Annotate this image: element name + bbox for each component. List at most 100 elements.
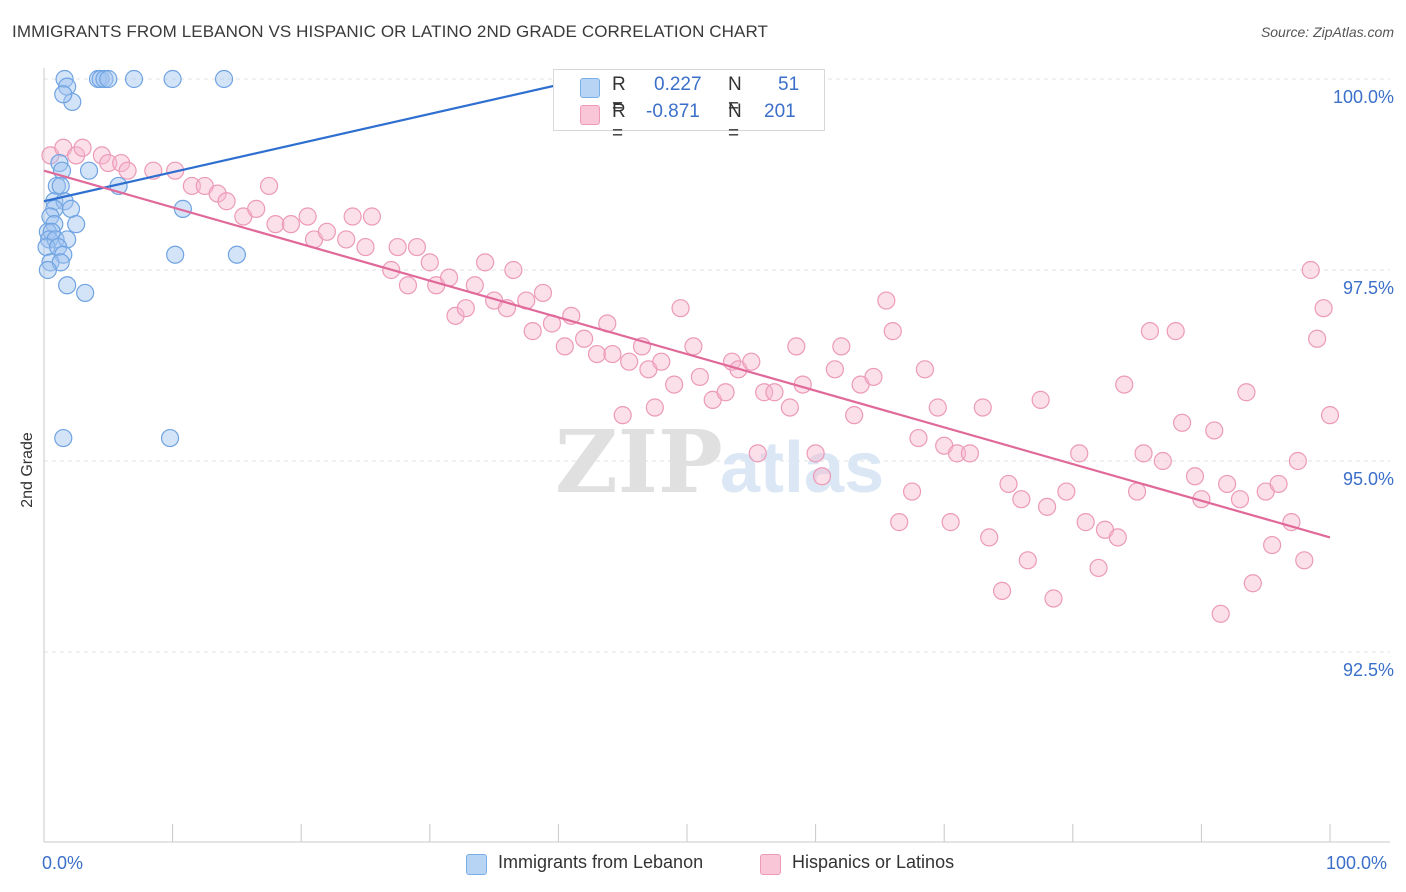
- point-hispanics: [1185, 467, 1205, 486]
- point-hispanics: [845, 406, 864, 425]
- legend-n-label: N =: [728, 74, 742, 117]
- legend-n-label: N =: [728, 101, 742, 144]
- point-lebanon: [99, 69, 118, 89]
- point-lebanon: [54, 85, 73, 104]
- point-hispanics: [407, 237, 427, 257]
- point-hispanics: [362, 207, 382, 226]
- point-hispanics: [99, 153, 118, 173]
- point-hispanics: [1076, 513, 1095, 532]
- point-hispanics: [73, 138, 92, 157]
- trend-lines: [43, 77, 1331, 539]
- point-hispanics: [941, 513, 960, 532]
- point-hispanics: [665, 375, 684, 394]
- x-tick-label-min: 0.0%: [42, 853, 84, 873]
- point-hispanics: [999, 474, 1018, 494]
- point-hispanics: [67, 146, 86, 165]
- point-lebanon: [58, 276, 77, 295]
- point-hispanics: [475, 253, 495, 272]
- point-hispanics: [915, 360, 935, 379]
- point-hispanics: [1012, 490, 1031, 509]
- point-hispanics: [337, 230, 356, 249]
- legend-label-lebanon: Immigrants from Lebanon: [498, 852, 704, 872]
- axes: [43, 68, 1390, 843]
- point-hispanics: [1037, 497, 1057, 516]
- point-hispanics: [1044, 589, 1063, 608]
- point-hispanics: [1230, 490, 1250, 509]
- point-hispanics: [1115, 375, 1134, 394]
- point-hispanics: [266, 215, 285, 234]
- point-lebanon: [47, 176, 66, 196]
- point-hispanics: [1108, 528, 1127, 547]
- point-hispanics: [1153, 451, 1172, 471]
- point-hispanics: [1031, 390, 1050, 409]
- gridlines: [44, 78, 1390, 653]
- point-lebanon: [91, 69, 110, 89]
- point-hispanics: [620, 352, 639, 371]
- legend-r-label: R =: [612, 101, 626, 144]
- point-hispanics: [825, 360, 844, 379]
- point-hispanics: [92, 146, 111, 165]
- point-hispanics: [1269, 474, 1288, 494]
- point-hispanics: [883, 322, 902, 341]
- point-hispanics: [671, 299, 690, 318]
- point-lebanon: [79, 161, 99, 180]
- point-hispanics: [118, 161, 137, 180]
- point-hispanics: [1134, 444, 1153, 463]
- point-hispanics: [812, 467, 832, 486]
- point-lebanon: [76, 283, 95, 303]
- point-lebanon: [227, 245, 246, 264]
- point-hispanics: [980, 528, 999, 547]
- point-hispanics: [748, 444, 767, 463]
- legend-n-value: 51: [778, 74, 800, 95]
- point-hispanics: [1173, 413, 1192, 432]
- legend-swatch-hispanics: [760, 854, 781, 875]
- point-hispanics: [1218, 474, 1237, 494]
- trend-line-hispanics: [43, 169, 1331, 539]
- point-hispanics: [1288, 451, 1307, 471]
- point-lebanon: [67, 215, 86, 234]
- point-hispanics: [864, 367, 883, 387]
- point-hispanics: [1301, 260, 1320, 280]
- point-hispanics: [1018, 551, 1037, 570]
- point-hispanics: [742, 352, 761, 371]
- point-lebanon: [214, 69, 234, 89]
- source-credit: Source: ZipAtlas.com: [1260, 24, 1394, 40]
- point-hispanics: [1282, 513, 1301, 532]
- x-tick-label-max: 100.0%: [1326, 853, 1388, 873]
- legend-label-hispanics: Hispanics or Latinos: [792, 852, 955, 872]
- point-hispanics: [356, 237, 375, 257]
- point-hispanics: [1308, 329, 1327, 348]
- legend-r-value: 0.227: [654, 74, 702, 95]
- point-hispanics: [645, 398, 664, 417]
- point-hispanics: [947, 444, 967, 463]
- point-hispanics: [1314, 299, 1333, 318]
- point-lebanon: [160, 428, 180, 448]
- point-hispanics: [456, 299, 475, 318]
- point-hispanics: [973, 398, 992, 417]
- y-tick-label: 95.0%: [1342, 469, 1394, 489]
- point-hispanics: [690, 367, 709, 387]
- point-hispanics: [587, 344, 607, 364]
- point-lebanon: [124, 69, 144, 89]
- point-lebanon: [51, 176, 70, 196]
- point-hispanics: [960, 444, 980, 463]
- legend-swatch-blue: [580, 78, 600, 98]
- point-hispanics: [716, 383, 735, 402]
- legend-swatch-lebanon: [466, 854, 487, 875]
- y-tick-label: 100.0%: [1332, 87, 1394, 107]
- point-hispanics: [533, 283, 553, 303]
- y-tick-label: 92.5%: [1342, 660, 1394, 680]
- point-hispanics: [446, 306, 465, 325]
- point-lebanon: [61, 199, 81, 218]
- point-hispanics: [523, 322, 542, 341]
- point-hispanics: [652, 352, 671, 371]
- point-hispanics: [684, 337, 703, 356]
- point-hispanics: [343, 207, 362, 226]
- point-hispanics: [1089, 558, 1108, 578]
- watermark-atlas: atlas: [720, 428, 884, 508]
- point-hispanics: [317, 222, 337, 241]
- point-hispanics: [298, 207, 317, 226]
- point-hispanics: [504, 260, 523, 280]
- point-hispanics: [247, 199, 266, 218]
